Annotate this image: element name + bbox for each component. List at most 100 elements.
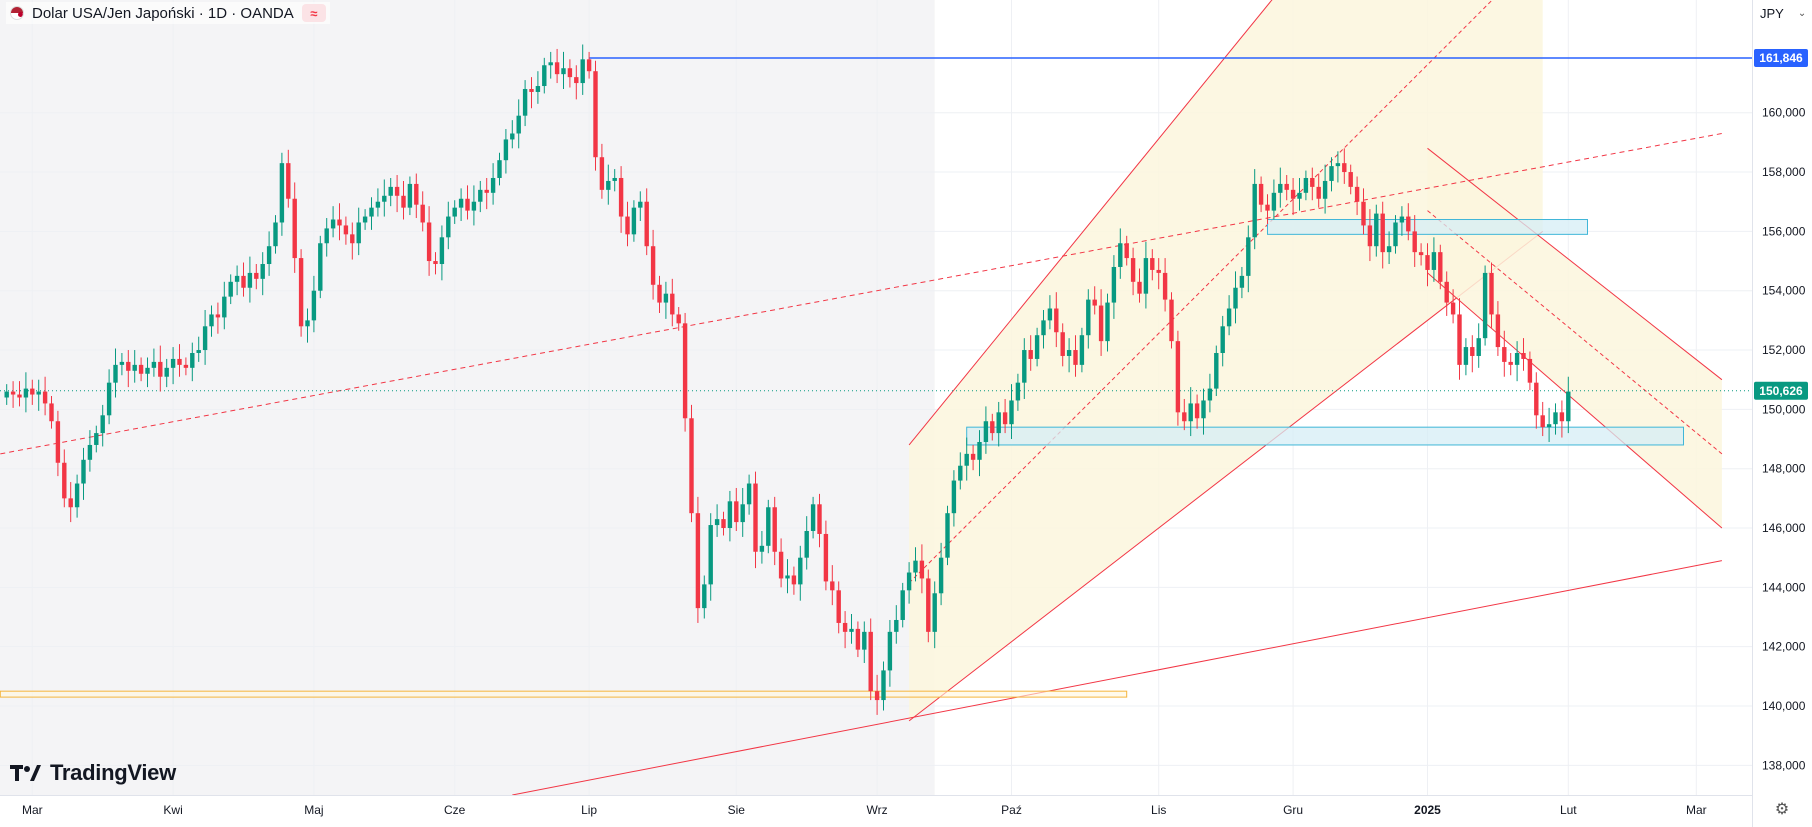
candle — [599, 143, 605, 199]
tradingview-logo: TradingView — [10, 760, 176, 786]
candle — [1348, 164, 1353, 195]
candle — [1066, 338, 1072, 373]
candle — [401, 180, 406, 220]
candle — [113, 348, 118, 398]
currency-button[interactable]: JPY ⌄ — [1754, 0, 1812, 26]
candle — [849, 614, 854, 644]
support-zone-orange[interactable] — [0, 690, 1128, 698]
settings-gear-icon[interactable]: ⚙ — [1774, 801, 1790, 818]
resistance-zone-upper[interactable] — [1267, 219, 1588, 235]
candle — [1137, 268, 1142, 303]
candle — [266, 231, 272, 276]
dashed-trendline[interactable] — [0, 132, 1722, 455]
candle — [970, 444, 976, 471]
candle — [1444, 271, 1449, 316]
time-tick-label: Maj — [304, 803, 323, 817]
candle — [446, 201, 451, 250]
candle — [964, 437, 969, 481]
candle — [298, 249, 304, 337]
candle — [868, 618, 873, 701]
candle — [1226, 295, 1232, 336]
ascending-channel-fill — [909, 0, 1543, 721]
candle — [1284, 175, 1289, 201]
time-tick-label: Kwi — [163, 803, 182, 817]
candle — [190, 342, 195, 382]
candle — [676, 307, 681, 331]
candle — [1393, 215, 1398, 254]
long-term-lower-trendline[interactable] — [512, 560, 1722, 795]
candle — [369, 197, 374, 230]
candle — [1476, 323, 1481, 368]
candle — [318, 235, 323, 299]
descending-channel-lower[interactable] — [1427, 272, 1723, 529]
candle — [695, 496, 701, 623]
candle — [1239, 266, 1245, 299]
candle — [1342, 148, 1347, 184]
candle — [1073, 335, 1078, 377]
indicator-badge-icon[interactable]: ≈ — [301, 4, 326, 22]
candle — [222, 281, 227, 330]
candle — [1329, 157, 1334, 192]
candle — [708, 513, 713, 601]
candle — [862, 621, 867, 663]
candle — [1156, 258, 1161, 290]
support-zone-lower[interactable] — [966, 426, 1684, 446]
candle — [727, 490, 733, 542]
price-axis-labels: 160,000 158,000 156,000 154,000 152,000 150,0… — [1762, 106, 1806, 773]
candle — [1406, 203, 1411, 241]
ascending-channel-lower[interactable] — [908, 230, 1544, 722]
candle — [87, 430, 93, 472]
candle — [1495, 301, 1501, 356]
us-jp-flag-icon — [10, 6, 24, 20]
candle — [497, 152, 502, 186]
price-tick-label: 142,000 — [1762, 640, 1806, 654]
candle — [215, 302, 221, 334]
candle — [94, 425, 99, 453]
candle — [1124, 235, 1129, 266]
candle — [785, 559, 790, 594]
candle — [510, 120, 515, 149]
candle — [209, 305, 214, 337]
time-tick-label: Sie — [728, 803, 746, 817]
descending-channel-mid[interactable] — [1427, 210, 1723, 455]
price-axis[interactable] — [1752, 0, 1812, 827]
candle — [1463, 338, 1469, 376]
candle — [1130, 247, 1136, 296]
candle — [426, 206, 432, 276]
time-tick-label: Cze — [444, 803, 466, 817]
price-tick-label: 140,000 — [1762, 699, 1806, 713]
candle — [670, 278, 675, 327]
candle — [1258, 176, 1264, 213]
candle — [766, 499, 771, 554]
candles — [4, 44, 1571, 715]
ascending-channel-mid[interactable] — [908, 0, 1543, 584]
candle — [1335, 151, 1341, 183]
candle — [164, 358, 169, 388]
candle — [612, 169, 617, 192]
candle — [247, 256, 253, 303]
ascending-channel-upper[interactable] — [908, 0, 1543, 446]
price-tick-label: 156,000 — [1762, 224, 1806, 238]
candle — [1086, 289, 1091, 349]
candle — [631, 200, 637, 242]
time-tick-label: Lip — [581, 803, 597, 817]
candle — [990, 413, 995, 441]
candle — [465, 185, 470, 220]
candle — [1092, 286, 1097, 315]
candle — [478, 180, 483, 213]
candle — [1521, 338, 1526, 371]
candle — [1316, 173, 1321, 208]
candle — [791, 566, 797, 595]
candle — [234, 265, 240, 296]
candle — [1054, 292, 1059, 348]
descending-channel-upper[interactable] — [1427, 147, 1723, 381]
candle — [1553, 403, 1558, 435]
candle — [311, 275, 317, 333]
symbol-legend[interactable]: Dolar USA/Jen Japoński · 1D · OANDA ≈ — [6, 2, 330, 24]
ascending-channel[interactable] — [908, 0, 1544, 722]
candle — [1502, 330, 1507, 377]
candle — [996, 401, 1001, 447]
candle — [1118, 228, 1123, 279]
candle — [657, 275, 662, 313]
